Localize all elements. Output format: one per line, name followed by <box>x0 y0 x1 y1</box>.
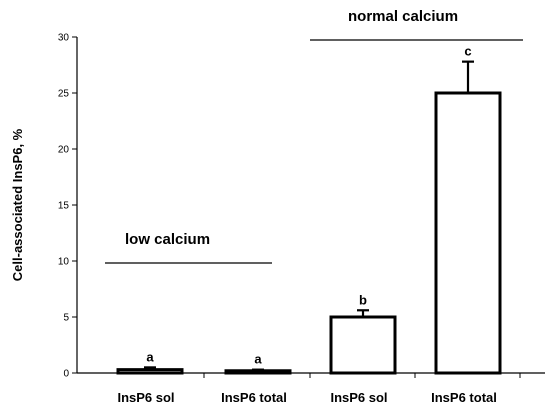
y-tick-label: 20 <box>58 145 70 156</box>
x-tick-label: InsP6 sol <box>330 390 387 405</box>
y-axis-label: Cell-associated InsP6, % <box>10 128 25 281</box>
bar <box>224 369 292 375</box>
y-tick-label: 30 <box>58 33 70 44</box>
significance-label: a <box>146 349 154 364</box>
significance-label: a <box>254 352 262 367</box>
x-tick-label: InsP6 total <box>431 390 497 405</box>
y-tick-label: 25 <box>58 89 70 100</box>
group-label: low calcium <box>125 231 210 248</box>
bar <box>116 368 184 375</box>
y-tick-label: 10 <box>58 257 70 268</box>
labels: a InsP6 sol a InsP6 total b InsP6 sol c InsP6 t… <box>117 44 496 405</box>
y-tick-label: 5 <box>63 313 69 324</box>
x-tick-label: InsP6 sol <box>117 390 174 405</box>
group-label: normal calcium <box>348 8 458 25</box>
significance-label: b <box>359 292 367 307</box>
significance-label: c <box>464 44 471 59</box>
bars <box>116 60 502 375</box>
bar <box>329 315 397 375</box>
bar <box>434 91 502 375</box>
y-tick-label: 0 <box>63 369 69 380</box>
group-annotations: low calcium normal calcium <box>105 8 523 264</box>
x-tick-label: InsP6 total <box>221 390 287 405</box>
y-tick-label: 15 <box>58 201 70 212</box>
